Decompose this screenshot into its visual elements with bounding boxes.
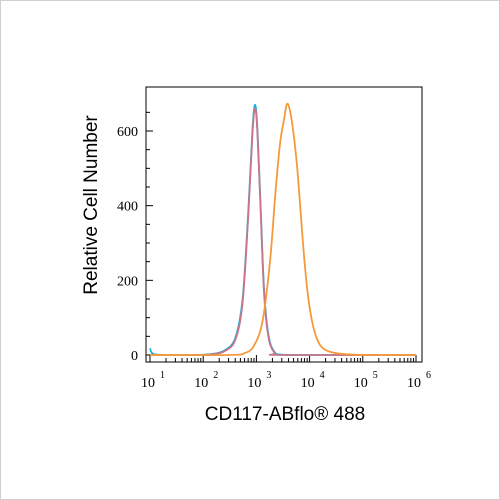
histogram-series-2 — [149, 107, 417, 357]
y-tick-label: 200 — [117, 274, 138, 289]
x-tick-label: 10 — [301, 376, 315, 391]
histogram-series-3 — [149, 102, 417, 357]
x-tick-exponent: 1 — [160, 370, 165, 381]
x-axis-label: CD117-ABflo® 488 — [205, 404, 365, 425]
x-tick-exponent: 3 — [266, 370, 271, 381]
x-tick-exponent: 5 — [373, 370, 378, 381]
x-tick-label: 10 — [194, 376, 208, 391]
y-tick-label: 0 — [131, 349, 138, 364]
y-axis: 0 200 400 600 — [117, 111, 153, 364]
x-tick-label: 10 — [407, 376, 421, 391]
histogram-series-1 — [149, 103, 417, 357]
y-tick-label: 600 — [117, 125, 138, 140]
x-tick-label: 10 — [354, 376, 368, 391]
x-tick-label: 10 — [247, 376, 261, 391]
x-tick-exponent: 6 — [426, 370, 431, 381]
x-tick-exponent: 2 — [213, 370, 218, 381]
x-tick-label: 10 — [141, 376, 155, 391]
x-tick-exponent: 4 — [320, 370, 325, 381]
y-tick-label: 400 — [117, 200, 138, 215]
histogram-curves — [149, 102, 417, 357]
y-axis-label: Relative Cell Number — [81, 115, 102, 295]
x-axis: 10 1 10 2 10 3 10 4 10 5 10 6 — [141, 355, 431, 391]
plot-area — [145, 86, 423, 363]
